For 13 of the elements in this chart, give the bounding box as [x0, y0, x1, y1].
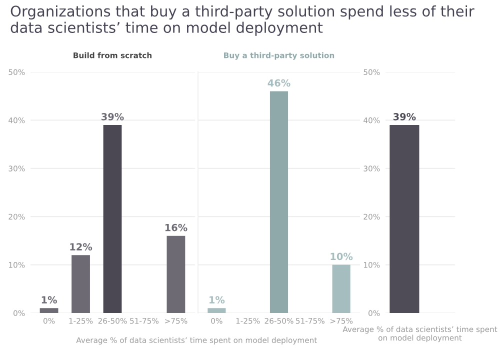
data-label: 12% — [70, 243, 92, 250]
bar — [72, 255, 90, 313]
bar — [40, 308, 58, 313]
text: Organizations that buy a third-party solution spend less of their data scientists’ time on model deployment — [10, 5, 474, 36]
data-label: 10% — [330, 252, 353, 260]
data-label: 1% — [42, 296, 57, 304]
data-label: 46% — [268, 79, 290, 87]
bar — [166, 236, 186, 313]
data-label: 39% — [393, 113, 416, 120]
data-label: 16% — [165, 224, 188, 232]
bar — [103, 125, 122, 313]
data-label: 39% — [102, 113, 124, 120]
data-label: 1% — [210, 296, 225, 304]
